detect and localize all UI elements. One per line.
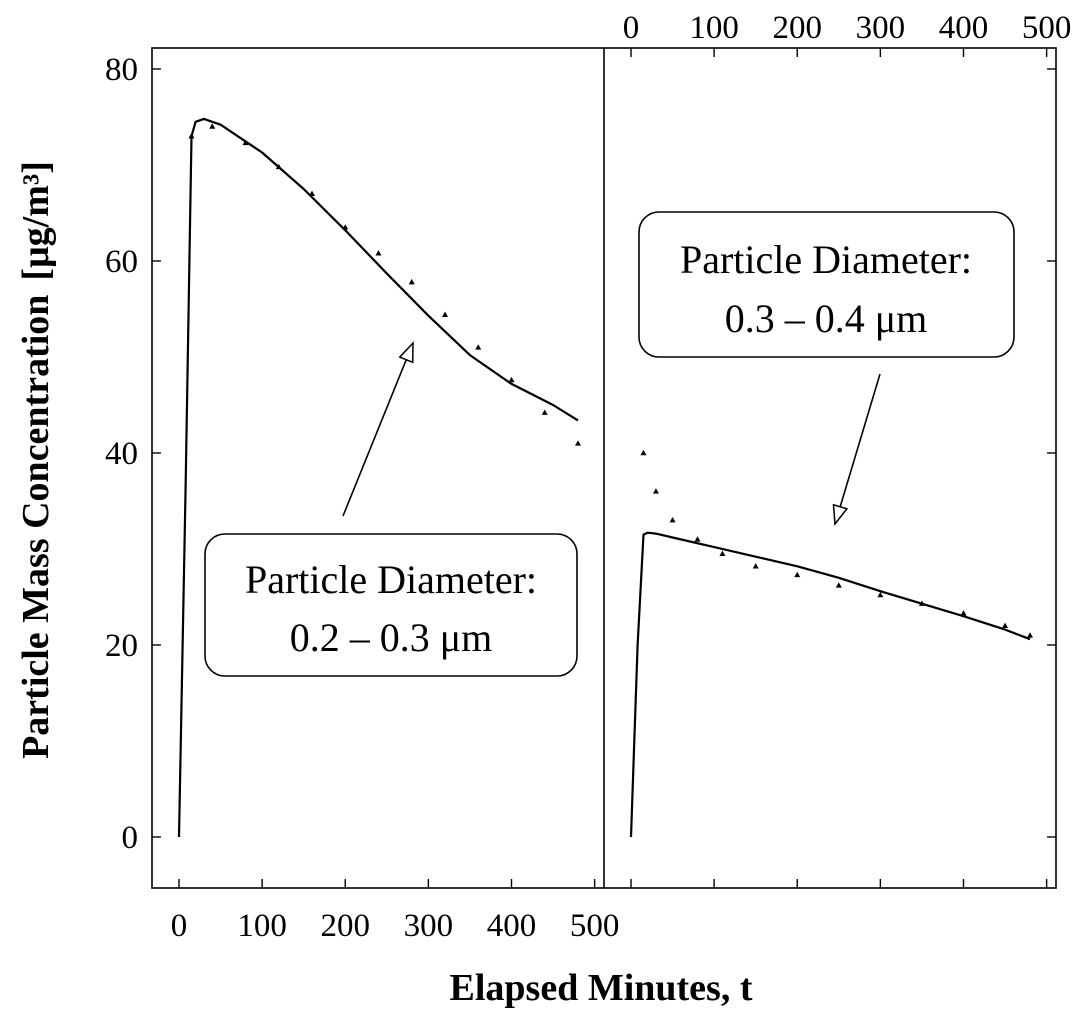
fit-line-left — [177, 117, 579, 838]
annotation-right-box — [638, 211, 1015, 358]
x-tick-label-right-200: 200 — [773, 10, 823, 46]
y-tick-label-80: 80 — [105, 52, 138, 88]
data-point-right-9 — [918, 600, 925, 606]
fit-line-right — [629, 531, 1031, 838]
annotation-left-line1: Particle Diameter: — [245, 557, 537, 602]
x-axis-title: Elapsed Minutes, t — [450, 967, 753, 1009]
data-point-left-0 — [188, 133, 195, 139]
y-tick-label-60: 60 — [105, 244, 138, 280]
data-point-left-2 — [242, 139, 249, 146]
data-point-left-7 — [408, 278, 415, 285]
data-point-right-5 — [752, 563, 759, 569]
data-point-right-3 — [694, 536, 701, 542]
y-axis-title-units: [μg/m³] — [15, 161, 57, 280]
data-point-left-4 — [309, 190, 315, 196]
data-point-left-9 — [475, 344, 482, 350]
data-point-left-10 — [508, 376, 515, 383]
data-point-right-12 — [1027, 632, 1033, 638]
y-axis-title-text: Particle Mass Concentration — [15, 295, 57, 759]
annotation-left-box — [204, 533, 578, 677]
annotation-right-line1: Particle Diameter: — [680, 237, 972, 282]
data-point-right-7 — [835, 582, 842, 588]
data-point-right-1 — [652, 488, 659, 494]
data-point-right-4 — [719, 550, 726, 556]
data-point-right-2 — [669, 517, 676, 523]
data-point-left-3 — [275, 163, 282, 170]
annotation-right: Particle Diameter: 0.3 – 0.4 μm — [638, 211, 1015, 524]
data-point-right-10 — [960, 610, 967, 616]
y-tick-label-40: 40 — [105, 436, 138, 472]
annotation-left-line2: 0.2 – 0.3 μm — [290, 615, 493, 660]
data-point-left-6 — [375, 250, 382, 256]
data-point-left-12 — [575, 440, 581, 446]
x-tick-label-left-500: 500 — [570, 908, 620, 944]
x-tick-label-left-100: 100 — [237, 908, 287, 944]
x-tick-label-right-500: 500 — [1022, 10, 1072, 46]
annotation-left-arrow — [342, 343, 413, 517]
annotation-left: Particle Diameter: 0.2 – 0.3 μm — [204, 343, 578, 677]
x-tick-label-left-400: 400 — [487, 908, 537, 944]
data-point-right-11 — [1002, 622, 1009, 628]
data-point-left-8 — [442, 311, 448, 317]
x-tick-label-left-300: 300 — [404, 908, 454, 944]
annotation-right-line2: 0.3 – 0.4 μm — [725, 296, 928, 341]
y-axis-title: Particle Mass Concentration [μg/m³] — [15, 161, 57, 759]
right-panel: 0 100 200 300 400 500 — [623, 10, 1072, 888]
x-tick-label-left-0: 0 — [171, 908, 188, 944]
data-point-right-6 — [794, 571, 801, 578]
annotation-right-arrow — [835, 373, 881, 524]
data-point-left-11 — [541, 409, 548, 415]
y-tick-label-20: 20 — [105, 628, 138, 664]
x-tick-label-left-200: 200 — [321, 908, 371, 944]
x-tick-label-right-100: 100 — [689, 10, 739, 46]
left-panel: 0 100 200 300 400 500 0 20 40 60 80 — [105, 52, 619, 944]
data-point-right-0 — [640, 449, 647, 456]
y-tick-label-0: 0 — [122, 820, 139, 856]
data-point-right-8 — [877, 591, 884, 598]
x-tick-label-right-300: 300 — [856, 10, 906, 46]
x-tick-label-right-400: 400 — [939, 10, 989, 46]
data-point-left-5 — [342, 224, 349, 230]
x-tick-label-right-0: 0 — [623, 10, 640, 46]
data-point-left-1 — [209, 123, 216, 129]
